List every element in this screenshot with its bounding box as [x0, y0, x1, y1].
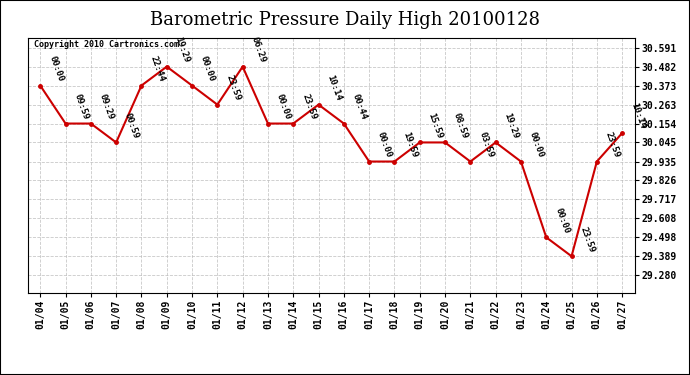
- Text: 00:00: 00:00: [528, 130, 546, 159]
- Text: 23:59: 23:59: [604, 130, 622, 159]
- Text: 00:44: 00:44: [351, 92, 368, 121]
- Text: 19:29: 19:29: [174, 36, 191, 64]
- Text: 00:00: 00:00: [275, 92, 293, 121]
- Text: 09:29: 09:29: [98, 92, 115, 121]
- Text: 00:00: 00:00: [199, 54, 217, 83]
- Text: 08:59: 08:59: [452, 111, 470, 140]
- Text: Copyright 2010 Cartronics.com: Copyright 2010 Cartronics.com: [34, 40, 179, 49]
- Text: 10:14: 10:14: [326, 74, 343, 102]
- Text: 19:29: 19:29: [502, 111, 520, 140]
- Text: 19:59: 19:59: [402, 130, 419, 159]
- Text: 23:59: 23:59: [224, 74, 242, 102]
- Text: 10:14: 10:14: [629, 102, 647, 130]
- Text: 15:59: 15:59: [426, 111, 444, 140]
- Text: 00:00: 00:00: [47, 54, 65, 83]
- Text: 00:00: 00:00: [376, 130, 394, 159]
- Text: 23:59: 23:59: [300, 92, 318, 121]
- Text: Barometric Pressure Daily High 20100128: Barometric Pressure Daily High 20100128: [150, 11, 540, 29]
- Text: 09:59: 09:59: [72, 92, 90, 121]
- Text: 03:59: 03:59: [477, 130, 495, 159]
- Text: 23:59: 23:59: [578, 225, 596, 254]
- Text: 06:29: 06:29: [250, 36, 267, 64]
- Text: 00:59: 00:59: [123, 111, 141, 140]
- Text: 00:00: 00:00: [553, 206, 571, 234]
- Text: 22:44: 22:44: [148, 54, 166, 83]
